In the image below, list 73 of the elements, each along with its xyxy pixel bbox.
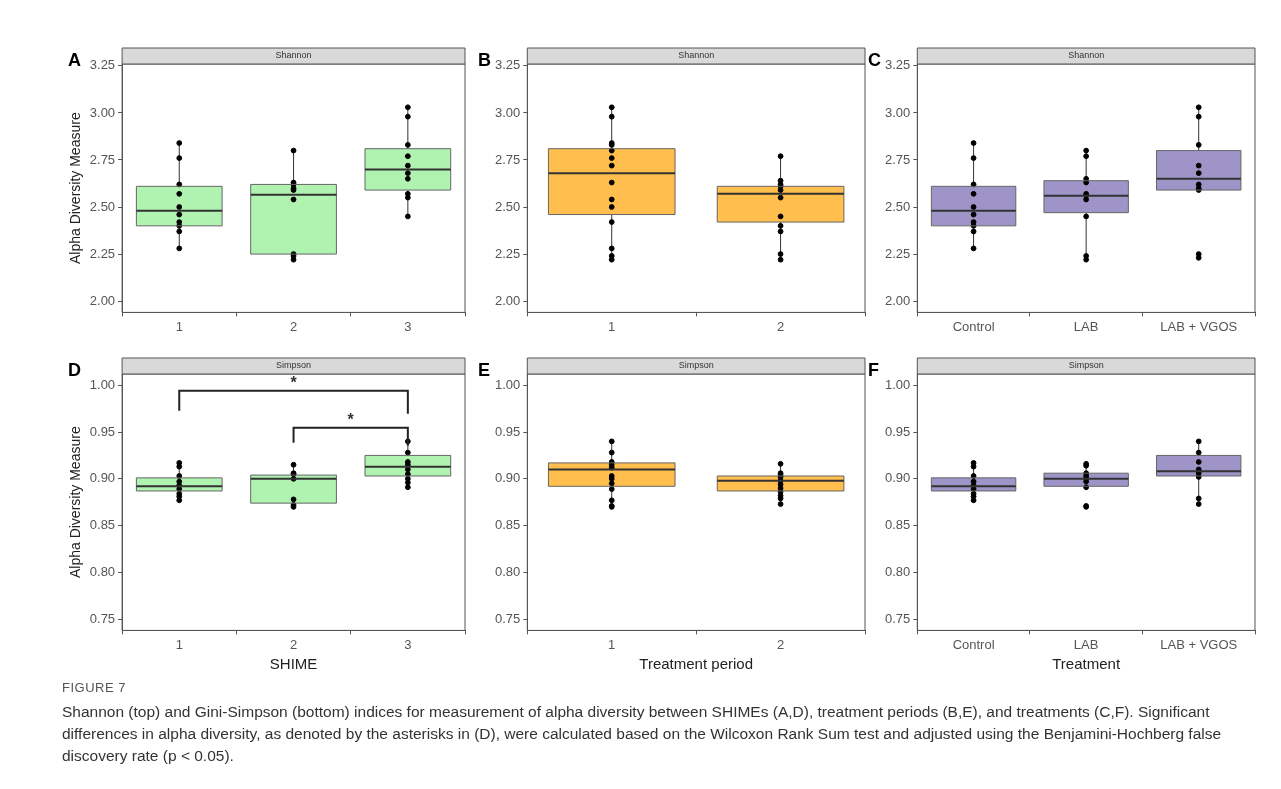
- chart-title: Simpson: [276, 360, 312, 371]
- y-tick-label: 0.85: [89, 517, 116, 533]
- y-tick-label: 2.25: [494, 245, 521, 261]
- text: D: [68, 360, 81, 381]
- y-tick-label: 0.95: [89, 423, 116, 439]
- x-axis-title: SHIME: [269, 655, 318, 673]
- x-tick-label: 2: [776, 636, 785, 652]
- y-tick-label: 2.00: [89, 292, 116, 308]
- y-tick-label: 2.50: [494, 198, 521, 214]
- x-tick-label: LAB + VGOS: [1160, 636, 1238, 652]
- y-tick-label: 3.25: [884, 57, 911, 73]
- y-tick-label: 0.75: [884, 610, 911, 626]
- y-tick-label: 3.00: [494, 104, 521, 120]
- x-tick-label: 1: [608, 318, 616, 334]
- x-tick-label: 3: [404, 636, 412, 652]
- x-axis-title: Treatment: [1052, 655, 1121, 673]
- text: Shannon (top) and Gini-Simpson (bottom) indices for measurement of alpha diversity between SHIMEs (A,D), treatment periods (B,E), and treatments (C,F). Significant differences in alpha diversity, as denoted by the asterisks in (D), were calculated based on the Wilcoxon Rank Sum test and adjusted using the Benjamini-Hochberg false discovery rate (p < 0.05).: [62, 702, 1223, 766]
- y-tick-label: 1.00: [884, 376, 911, 392]
- x-tick-label: 2: [289, 636, 298, 652]
- x-tick-label: 1: [608, 636, 616, 652]
- y-tick-label: 0.80: [884, 563, 911, 579]
- y-tick-label: 0.75: [494, 610, 521, 626]
- y-tick-label: 2.75: [884, 151, 911, 167]
- y-tick-label: 0.80: [89, 563, 116, 579]
- y-tick-label: 2.25: [884, 245, 911, 261]
- y-axis-title: Alpha Diversity Measure: [67, 112, 84, 265]
- x-tick-label: 1: [175, 636, 183, 652]
- y-tick-label: 2.75: [494, 151, 521, 167]
- y-axis-title: Alpha Diversity Measure: [67, 426, 84, 579]
- y-tick-label: 3.25: [89, 57, 116, 73]
- annotation: *: [290, 374, 298, 392]
- text: F: [868, 360, 879, 381]
- x-tick-label: LAB: [1073, 636, 1099, 652]
- text: C: [868, 50, 881, 71]
- chart-title: Simpson: [678, 360, 714, 371]
- text: E: [478, 360, 491, 381]
- x-tick-label: 2: [776, 318, 785, 334]
- y-tick-label: 2.75: [89, 151, 116, 167]
- annotation: *: [347, 411, 355, 429]
- y-tick-label: 2.25: [89, 245, 116, 261]
- chart-title: Shannon: [678, 50, 715, 61]
- x-tick-label: 1: [175, 318, 183, 334]
- y-tick-label: 2.00: [494, 292, 521, 308]
- x-tick-label: Control: [952, 318, 995, 334]
- chart-title: Shannon: [1068, 50, 1105, 61]
- y-tick-label: 3.00: [89, 104, 116, 120]
- y-tick-label: 2.50: [89, 198, 116, 214]
- y-tick-label: 0.90: [494, 470, 521, 486]
- y-tick-label: 0.90: [884, 470, 911, 486]
- x-tick-label: Control: [952, 636, 995, 652]
- y-tick-label: 0.80: [494, 563, 521, 579]
- text: B: [478, 50, 491, 71]
- y-tick-label: 0.90: [89, 470, 116, 486]
- y-tick-label: 2.50: [884, 198, 911, 214]
- y-tick-label: 2.00: [884, 292, 911, 308]
- y-tick-label: 1.00: [494, 376, 521, 392]
- y-tick-label: 0.75: [89, 610, 116, 626]
- x-tick-label: 2: [289, 318, 298, 334]
- y-tick-label: 0.85: [494, 517, 521, 533]
- chart-title: Simpson: [1068, 360, 1104, 371]
- x-tick-label: LAB: [1073, 318, 1099, 334]
- y-tick-label: 0.95: [884, 423, 911, 439]
- text: A: [68, 50, 81, 71]
- chart-title: Shannon: [275, 50, 312, 61]
- x-tick-label: LAB + VGOS: [1160, 318, 1238, 334]
- x-axis-title: Treatment period: [639, 655, 753, 673]
- y-tick-label: 1.00: [89, 376, 116, 392]
- caption: FIGURE 7: [62, 680, 127, 695]
- y-tick-label: 0.85: [884, 517, 911, 533]
- y-tick-label: 3.00: [884, 104, 911, 120]
- y-tick-label: 0.95: [494, 423, 521, 439]
- y-tick-label: 3.25: [494, 57, 521, 73]
- x-tick-label: 3: [404, 318, 412, 334]
